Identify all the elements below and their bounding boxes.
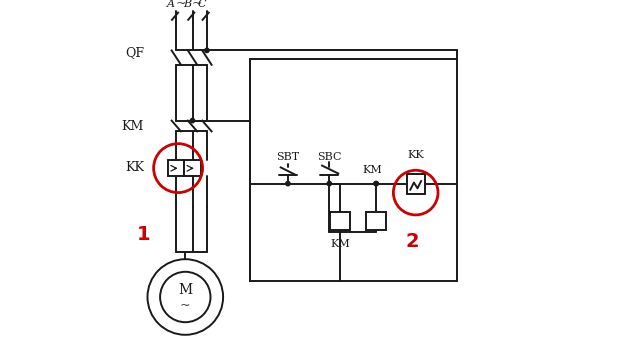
- Bar: [330, 212, 350, 230]
- Text: A: A: [167, 0, 175, 9]
- Text: ~: ~: [180, 300, 191, 312]
- Bar: [366, 212, 386, 230]
- Circle shape: [374, 181, 378, 186]
- Text: KM: KM: [363, 165, 383, 175]
- Circle shape: [374, 181, 378, 186]
- Circle shape: [147, 259, 223, 335]
- Text: KK: KK: [125, 161, 144, 174]
- Text: KM: KM: [330, 239, 350, 249]
- Circle shape: [286, 181, 290, 186]
- Text: M: M: [178, 283, 193, 297]
- Circle shape: [205, 48, 209, 53]
- Text: ~: ~: [176, 0, 186, 10]
- Text: 1: 1: [137, 225, 150, 243]
- Text: 2: 2: [405, 232, 419, 251]
- Circle shape: [160, 272, 210, 322]
- Text: C: C: [197, 0, 206, 9]
- Text: SBC: SBC: [317, 152, 342, 162]
- Text: ~: ~: [192, 0, 202, 10]
- Text: B: B: [183, 0, 191, 9]
- Circle shape: [190, 118, 194, 123]
- Bar: [184, 160, 201, 176]
- Text: SBT: SBT: [276, 152, 300, 162]
- Text: QF: QF: [125, 46, 144, 59]
- Bar: [407, 174, 425, 194]
- Circle shape: [327, 181, 331, 186]
- Bar: [168, 160, 184, 176]
- Text: KK: KK: [407, 150, 424, 160]
- Text: KM: KM: [121, 120, 144, 132]
